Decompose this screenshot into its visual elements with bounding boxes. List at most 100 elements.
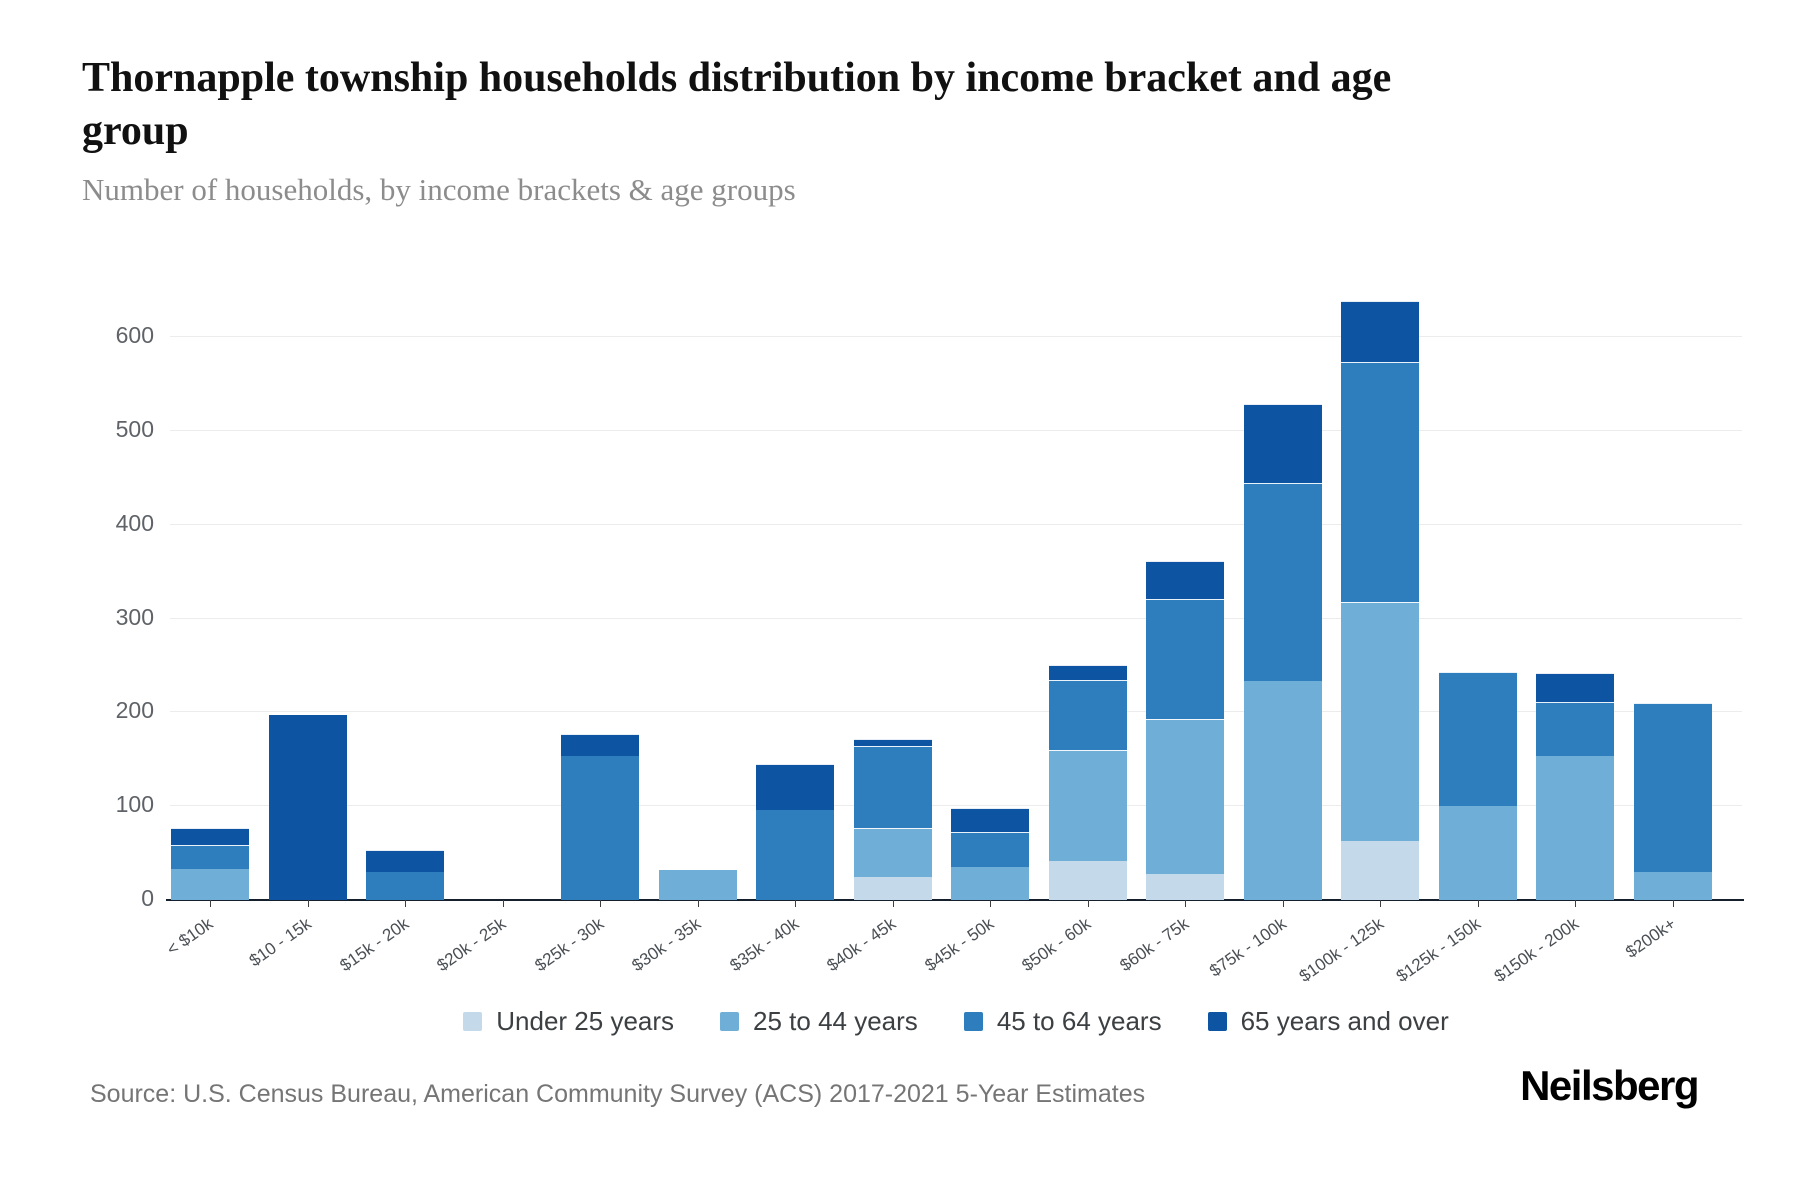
bar-segment-65 years and over (1146, 561, 1224, 599)
plot-area: 0 100 200 300 400 500 600 < $10k $10 - 15k $15k -… (116, 280, 1744, 986)
bar-segment-65 years and over (756, 763, 834, 810)
bar-segment-45 to 64 years (1438, 672, 1517, 807)
bar-segment-45 to 64 years (1341, 362, 1419, 602)
x-axis-label: $25k - 30k (530, 914, 607, 976)
x-axis-label: $100k - 125k (1295, 914, 1387, 986)
x-axis-tick (1282, 900, 1284, 907)
x-axis-label: $20k - 25k (433, 914, 510, 976)
bar-segment-65 years and over (366, 850, 444, 872)
bar-$30k - 35k (658, 869, 737, 900)
bar-segment-25 to 44 years (1048, 749, 1127, 861)
bar-segment-65 years and over (951, 808, 1029, 832)
x-axis-tick (502, 900, 504, 907)
bar-segment-45 to 64 years (561, 756, 639, 900)
bar-segment-45 to 64 years (171, 844, 249, 870)
bar-segment-65 years and over (171, 827, 249, 845)
bar-segment-45 to 64 years (1243, 483, 1322, 682)
x-axis-label: $60k - 75k (1115, 914, 1192, 976)
y-axis-tick-label: 0 (141, 885, 154, 911)
legend-label: Under 25 years (496, 1006, 675, 1036)
x-axis-tick (795, 900, 796, 907)
x-axis-tick (697, 900, 699, 907)
bar-segment-25 to 44 years (1243, 681, 1322, 900)
y-axis-tick-label: 100 (115, 791, 154, 818)
legend-item: 45 to 64 years (963, 1006, 1162, 1037)
legend-swatch-icon (463, 1012, 483, 1031)
x-axis-label: < $10k (163, 914, 217, 960)
bar-segment-Under 25 years (853, 877, 932, 900)
bar-$200k+ (1633, 702, 1712, 900)
gridline-600 (170, 336, 1742, 337)
bar-$125k - 150k (1438, 672, 1517, 900)
bar-segment-65 years and over (1243, 403, 1322, 484)
bar-segment-25 to 44 years (1536, 756, 1614, 900)
bar-segment-65 years and over (1341, 301, 1419, 363)
source-note: Source: U.S. Census Bureau, American Com… (90, 1080, 1146, 1108)
bar-segment-25 to 44 years (951, 867, 1029, 900)
x-axis-tick (210, 900, 211, 907)
legend-swatch-icon (720, 1012, 740, 1031)
x-axis-label: $30k - 35k (628, 914, 705, 976)
legend-label: 65 years and over (1240, 1006, 1449, 1036)
legend-label: 45 to 64 years (996, 1006, 1162, 1036)
gridline-500 (170, 429, 1742, 431)
x-axis-tick (307, 900, 309, 907)
bar-segment-45 to 64 years (951, 831, 1029, 868)
bar-$50k - 60k (1048, 664, 1127, 900)
x-axis-tick (990, 900, 991, 907)
bar-segment-45 to 64 years (853, 746, 932, 828)
legend-label: 25 to 44 years (753, 1006, 918, 1036)
bar-segment-65 years and over (853, 738, 932, 747)
y-axis-tick-label: 600 (115, 322, 154, 348)
x-axis-tick (600, 900, 601, 907)
brand-logo: Neilsberg (1520, 1062, 1699, 1109)
bar-segment-45 to 64 years (366, 871, 444, 900)
x-axis-label: $200k+ (1622, 914, 1680, 962)
y-axis-tick-label: 500 (115, 415, 154, 442)
bar-segment-65 years and over (1536, 672, 1614, 703)
bar-segment-Under 25 years (1146, 873, 1224, 900)
x-axis-label: $150k - 200k (1490, 914, 1582, 986)
bar-segment-65 years and over (561, 733, 639, 757)
bar-segment-25 to 44 years (853, 827, 932, 878)
x-axis-line (166, 899, 1744, 901)
gridline-400 (170, 523, 1742, 525)
bar-$150k - 200k (1536, 672, 1614, 900)
bar-$15k - 20k (366, 850, 444, 900)
x-axis-tick (1575, 900, 1576, 907)
x-axis-tick (1185, 900, 1186, 907)
bar-segment-45 to 64 years (1048, 679, 1127, 750)
bar-$35k - 40k (756, 763, 834, 900)
x-axis-tick (1477, 900, 1479, 907)
bar-$60k - 75k (1146, 561, 1224, 900)
x-axis-label: $45k - 50k (920, 914, 997, 976)
x-axis-label: $50k - 60k (1018, 914, 1095, 976)
x-axis-label: $10 - 15k (245, 914, 315, 971)
bar-segment-45 to 64 years (756, 809, 834, 900)
bar-$25k - 30k (561, 733, 639, 900)
y-axis-tick-label: 200 (115, 697, 154, 724)
legend-item: 25 to 44 years (720, 1006, 918, 1037)
bar-$100k - 125k (1341, 301, 1419, 900)
bar-segment-Under 25 years (1048, 860, 1127, 900)
x-axis-tick (1087, 900, 1089, 907)
legend-item: Under 25 years (463, 1006, 674, 1037)
x-axis-tick (405, 900, 406, 907)
chart-title: Thornapple township households distribut… (82, 55, 1392, 154)
chart-subtitle: Number of households, by income brackets… (82, 172, 796, 207)
bar-segment-45 to 64 years (1536, 702, 1614, 757)
x-axis-tick (1380, 900, 1381, 907)
gridline-200 (170, 711, 1742, 713)
bar-segment-25 to 44 years (658, 869, 737, 900)
x-axis-label: $125k - 150k (1392, 914, 1485, 986)
y-axis-tick-label: 400 (115, 509, 154, 536)
bar-< $10k (171, 827, 249, 900)
bar-segment-25 to 44 years (1438, 806, 1517, 900)
bar-segment-45 to 64 years (1146, 598, 1224, 719)
bar-segment-25 to 44 years (1633, 871, 1712, 900)
gridline-300 (170, 617, 1742, 619)
legend: Under 25 years 25 to 44 years 45 to 64 yea… (170, 1006, 1742, 1037)
y-axis-tick-label: 300 (115, 603, 154, 630)
x-axis-tick (892, 900, 894, 907)
